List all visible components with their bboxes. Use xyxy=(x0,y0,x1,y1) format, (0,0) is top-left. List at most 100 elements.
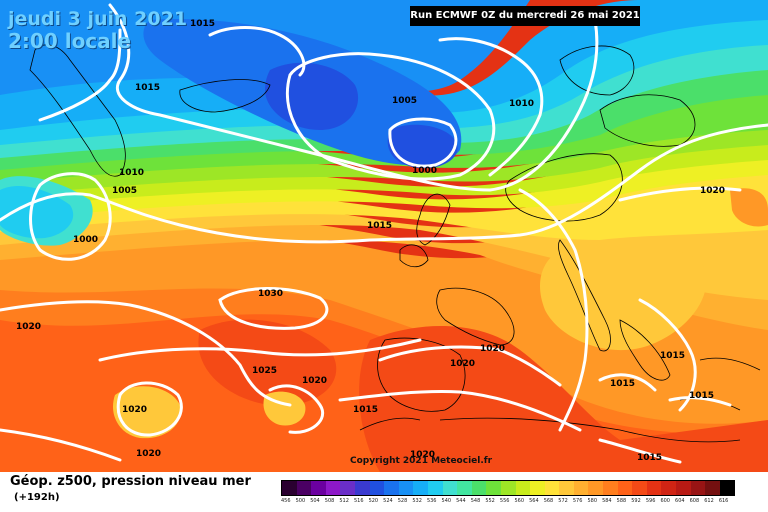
isobar-label: 1020 xyxy=(302,376,327,386)
scale-swatch xyxy=(705,481,720,495)
scale-swatch xyxy=(559,481,574,495)
scale-value-label: 520 xyxy=(368,498,379,504)
scale-swatch xyxy=(544,481,560,495)
band-cyan-west xyxy=(0,185,74,239)
scale-value-label: 508 xyxy=(324,498,335,504)
forecast-date-title: jeudi 3 juin 2021 2:00 locale xyxy=(8,8,187,52)
scale-value-label: 516 xyxy=(353,498,364,504)
isobar-label: 1015 xyxy=(367,221,392,231)
scale-value-label: 616 xyxy=(718,498,729,504)
scale-value-label: 580 xyxy=(587,498,598,504)
geopotential-map: 1015 1015 1005 1010 1000 1010 1005 1000 … xyxy=(0,0,768,472)
scale-swatch xyxy=(588,481,604,495)
scale-value-label: 584 xyxy=(602,498,612,504)
scale-value-label: 544 xyxy=(456,498,466,504)
isobar-labels: 1015 1015 1005 1010 1000 1010 1005 1000 … xyxy=(16,19,725,463)
band-green xyxy=(0,85,768,183)
band-red-atlantic xyxy=(198,319,337,406)
isobar-label: 1005 xyxy=(112,186,137,196)
scale-value-label: 528 xyxy=(397,498,408,504)
scale-swatch xyxy=(719,481,735,495)
scale-value-label: 456 xyxy=(281,498,291,504)
scale-value-label: 552 xyxy=(485,498,495,504)
scale-swatch xyxy=(500,481,516,495)
scale-swatch xyxy=(661,481,677,495)
band-lime xyxy=(0,138,768,208)
isobar-label: 1015 xyxy=(353,405,378,415)
isobar-label: 1020 xyxy=(136,449,161,459)
scale-value-label: 564 xyxy=(529,498,539,504)
scale-value-label: 512 xyxy=(339,498,349,504)
isobar-label: 1015 xyxy=(135,83,160,93)
run-info-banner: Run ECMWF 0Z du mercredi 26 mai 2021 xyxy=(410,6,640,26)
band-sky xyxy=(0,0,768,130)
band-red-iberia xyxy=(359,326,768,472)
legend-subtitle: (+192h) xyxy=(14,492,60,503)
isobar-label: 1020 xyxy=(450,359,475,369)
scale-value-label: 560 xyxy=(514,498,525,504)
scale-value-label: 608 xyxy=(689,498,700,504)
band-orange-greece xyxy=(598,374,651,413)
band-orange-east xyxy=(730,188,768,227)
band-yellow xyxy=(0,152,768,220)
scale-swatch xyxy=(311,481,326,495)
isobar-label: 1020 xyxy=(700,186,725,196)
band-core-low-2 xyxy=(387,124,458,169)
copyright-text: Copyright 2021 Meteociel.fr xyxy=(350,456,493,466)
isobar-label: 1000 xyxy=(412,166,437,176)
scale-value-label: 504 xyxy=(310,498,320,504)
scale-swatch xyxy=(617,481,633,495)
isobar-label: 1000 xyxy=(73,235,98,245)
isobar-label: 1005 xyxy=(392,96,417,106)
scale-value-label: 556 xyxy=(499,498,510,504)
isobar-label: 1015 xyxy=(660,351,685,361)
scale-value-label: 576 xyxy=(572,498,583,504)
scale-swatch xyxy=(384,481,399,495)
scale-value-label: 572 xyxy=(558,498,568,504)
scale-swatch xyxy=(282,481,297,495)
scale-value-label: 612 xyxy=(704,498,714,504)
isobar-lines xyxy=(0,3,768,464)
legend-title: Géop. z500, pression niveau mer xyxy=(10,474,251,489)
scale-value-label: 588 xyxy=(616,498,627,504)
scale-value-label: 536 xyxy=(426,498,437,504)
isobar-label: 1015 xyxy=(610,379,635,389)
scale-swatch xyxy=(340,481,355,495)
scale-swatch xyxy=(486,481,501,495)
scale-swatch xyxy=(354,481,370,495)
scale-value-label: 548 xyxy=(470,498,481,504)
band-yellow-green xyxy=(0,122,768,196)
isobar-label: 1020 xyxy=(410,450,435,460)
scale-swatch xyxy=(413,481,428,495)
scale-swatch xyxy=(442,481,458,495)
scale-swatch xyxy=(427,481,443,495)
color-scale-labels: 456 500 504 508 512 516 520 524 528 532 536 540 544 5… xyxy=(281,498,733,504)
scale-swatch xyxy=(573,481,589,495)
isobar-label: 1015 xyxy=(689,391,714,401)
scale-swatch xyxy=(471,481,487,495)
isobar-label: 1030 xyxy=(258,289,283,299)
scale-swatch xyxy=(515,481,531,495)
scale-value-label: 524 xyxy=(383,498,393,504)
forecast-date: jeudi 3 juin 2021 xyxy=(8,8,188,30)
scale-swatch xyxy=(676,481,691,495)
forecast-time: 2:00 locale xyxy=(8,29,132,53)
band-yellow-atlantic xyxy=(112,386,181,439)
scale-swatch xyxy=(369,481,385,495)
scale-swatch xyxy=(398,481,414,495)
isobar-label: 1020 xyxy=(16,322,41,332)
scale-value-label: 600 xyxy=(660,498,670,504)
isobar-label: 1015 xyxy=(637,453,662,463)
scale-value-label: 568 xyxy=(543,498,554,504)
scale-swatch xyxy=(632,481,647,495)
isobar-label: 1020 xyxy=(122,405,147,415)
scale-swatch xyxy=(530,481,545,495)
isobar-label: 1015 xyxy=(190,19,215,29)
scale-swatch xyxy=(457,481,472,495)
scale-value-label: 604 xyxy=(675,498,685,504)
isobar-label: 1020 xyxy=(480,344,505,354)
scale-swatch xyxy=(603,481,618,495)
color-scale xyxy=(281,480,736,496)
scale-swatch xyxy=(690,481,706,495)
scale-value-label: 532 xyxy=(412,498,422,504)
